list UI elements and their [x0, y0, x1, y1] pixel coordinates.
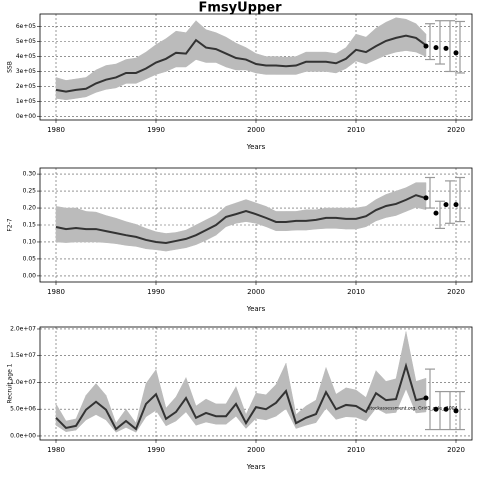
y-tick-label: 1.0e+07 [10, 379, 36, 386]
x-tick-label: 2010 [347, 126, 365, 134]
confidence-band [65, 207, 77, 243]
estimate-line [55, 194, 427, 244]
x-tick-label: 2000 [247, 126, 265, 134]
x-tick-label: 1980 [47, 288, 65, 296]
y-tick-label: 0.20 [23, 205, 37, 212]
y-tick-label: 0.0e+00 [10, 432, 36, 439]
plot-frame [39, 13, 473, 121]
confidence-band [125, 221, 137, 247]
confidence-band [105, 215, 117, 244]
confidence-band [95, 65, 107, 93]
y-axis-label: Recruit age 1 [7, 363, 14, 403]
plot-frame [39, 326, 473, 441]
projection-point [443, 45, 449, 51]
chart-title: FmsyUpper [198, 1, 282, 16]
y-tick-label: 1e+05 [16, 98, 36, 105]
confidence-band [145, 368, 157, 418]
estimate-line [55, 362, 427, 431]
confidence-band [195, 398, 207, 426]
y-axis-label: SSB [7, 61, 14, 73]
projection-point [443, 406, 449, 412]
annotation: stockassessment.org, Grid1_sole_r1004 [368, 406, 458, 412]
confidence-band [105, 63, 117, 90]
y-tick-label: 5.0e+06 [10, 406, 36, 413]
projection-point [423, 43, 429, 49]
x-tick-label: 1980 [47, 126, 65, 134]
x-tick-label: 1980 [47, 446, 65, 454]
confidence-band [205, 29, 217, 63]
confidence-band [305, 399, 317, 426]
confidence-band [75, 207, 87, 243]
y-tick-label: 2e+05 [16, 83, 36, 90]
y-tick-label: 5e+05 [16, 38, 36, 45]
projection-point [423, 195, 429, 201]
x-axis-label: Years [246, 305, 266, 313]
y-tick-label: 0.25 [23, 188, 37, 195]
confidence-band [355, 33, 367, 65]
confidence-band [185, 20, 197, 68]
y-tick-label: 4e+05 [16, 53, 36, 60]
projection-point [433, 210, 439, 216]
confidence-band [205, 398, 217, 425]
y-tick-label: 0.05 [23, 255, 37, 262]
projection-point [453, 202, 459, 208]
y-tick-label: 0.00 [23, 272, 37, 279]
projection-point [433, 45, 439, 51]
y-tick-label: 0.30 [23, 171, 37, 178]
x-tick-label: 2020 [447, 446, 465, 454]
confidence-band [215, 403, 227, 425]
confidence-band [155, 38, 167, 75]
confidence-band [295, 209, 307, 231]
y-tick-label: 1.5e+07 [10, 352, 36, 359]
x-tick-label: 1990 [147, 126, 165, 134]
x-tick-label: 2000 [247, 446, 265, 454]
confidence-band [265, 384, 277, 421]
confidence-band [355, 389, 367, 422]
confidence-band [345, 387, 357, 418]
confidence-band [145, 44, 157, 80]
confidence-band [55, 206, 67, 243]
x-tick-label: 2010 [347, 288, 365, 296]
estimate-line [55, 34, 427, 93]
confidence-band [125, 57, 137, 84]
confidence-band [115, 217, 127, 246]
confidence-band [165, 396, 177, 427]
y-tick-label: 0.15 [23, 222, 37, 229]
x-axis-label: Years [246, 143, 266, 151]
plot-frame [39, 167, 473, 283]
x-axis-label: Years [246, 463, 266, 471]
y-tick-label: 6e+05 [16, 23, 36, 30]
projection-point [443, 202, 449, 208]
confidence-band [275, 363, 287, 417]
projection-point [453, 50, 459, 56]
confidence-band [415, 23, 427, 57]
confidence-band [75, 77, 87, 99]
x-tick-label: 2020 [447, 288, 465, 296]
y-tick-label: 3e+05 [16, 68, 36, 75]
y-tick-label: 0e+00 [16, 113, 36, 120]
x-tick-label: 1990 [147, 446, 165, 454]
confidence-band [85, 211, 97, 243]
x-tick-label: 2020 [447, 126, 465, 134]
projection-point [453, 408, 459, 414]
confidence-band [55, 77, 67, 101]
confidence-band [235, 42, 247, 71]
x-tick-label: 2000 [247, 288, 265, 296]
confidence-band [395, 17, 407, 53]
projection-point [433, 406, 439, 412]
projection-point [423, 395, 429, 401]
confidence-band [95, 211, 107, 243]
confidence-band [145, 228, 157, 251]
confidence-band [385, 17, 397, 56]
y-tick-label: 0.10 [23, 238, 37, 245]
confidence-band [175, 30, 187, 68]
y-axis-label: F2-7 [7, 218, 14, 231]
confidence-band [415, 377, 427, 414]
x-tick-label: 1990 [147, 288, 165, 296]
y-tick-label: 2.0e+07 [10, 325, 36, 332]
x-tick-label: 2010 [347, 446, 365, 454]
confidence-band [335, 387, 347, 420]
confidence-band [165, 30, 177, 72]
